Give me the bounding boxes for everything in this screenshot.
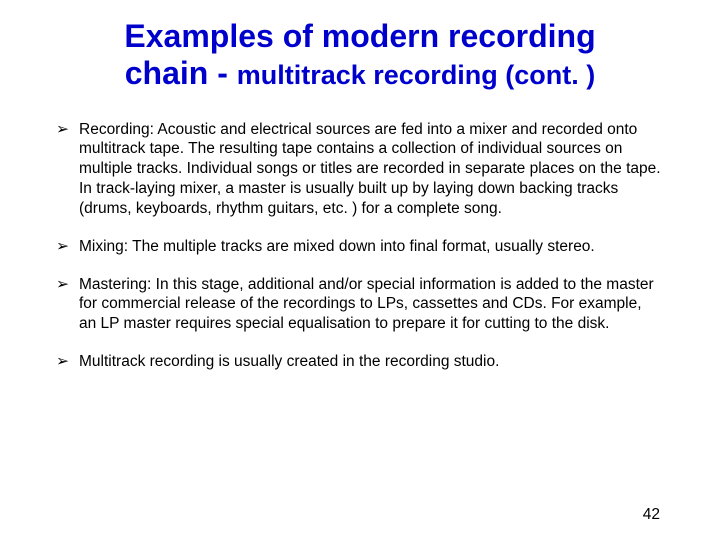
- list-item: ➢ Multitrack recording is usually create…: [78, 352, 662, 372]
- title-line-2a-text: chain -: [125, 55, 237, 91]
- title-line-1: Examples of modern recording: [30, 18, 690, 55]
- bullet-text: Recording: Acoustic and electrical sourc…: [79, 120, 662, 219]
- title-line-1-text: Examples of modern recording: [124, 18, 595, 54]
- list-item: ➢ Recording: Acoustic and electrical sou…: [78, 120, 662, 219]
- bullet-text: Multitrack recording is usually created …: [79, 352, 662, 372]
- bullet-text: Mixing: The multiple tracks are mixed do…: [79, 237, 662, 257]
- title-line-2b-text: multitrack recording (cont. ): [237, 60, 596, 90]
- slide-title: Examples of modern recording chain - mul…: [0, 0, 720, 92]
- bullet-icon: ➢: [56, 275, 69, 295]
- title-line-2: chain - multitrack recording (cont. ): [30, 55, 690, 92]
- list-item: ➢ Mastering: In this stage, additional a…: [78, 275, 662, 334]
- bullet-icon: ➢: [56, 120, 69, 140]
- bullet-list: ➢ Recording: Acoustic and electrical sou…: [0, 92, 720, 372]
- page-number: 42: [643, 506, 660, 524]
- list-item: ➢ Mixing: The multiple tracks are mixed …: [78, 237, 662, 257]
- bullet-text: Mastering: In this stage, additional and…: [79, 275, 662, 334]
- bullet-icon: ➢: [56, 352, 69, 372]
- bullet-icon: ➢: [56, 237, 69, 257]
